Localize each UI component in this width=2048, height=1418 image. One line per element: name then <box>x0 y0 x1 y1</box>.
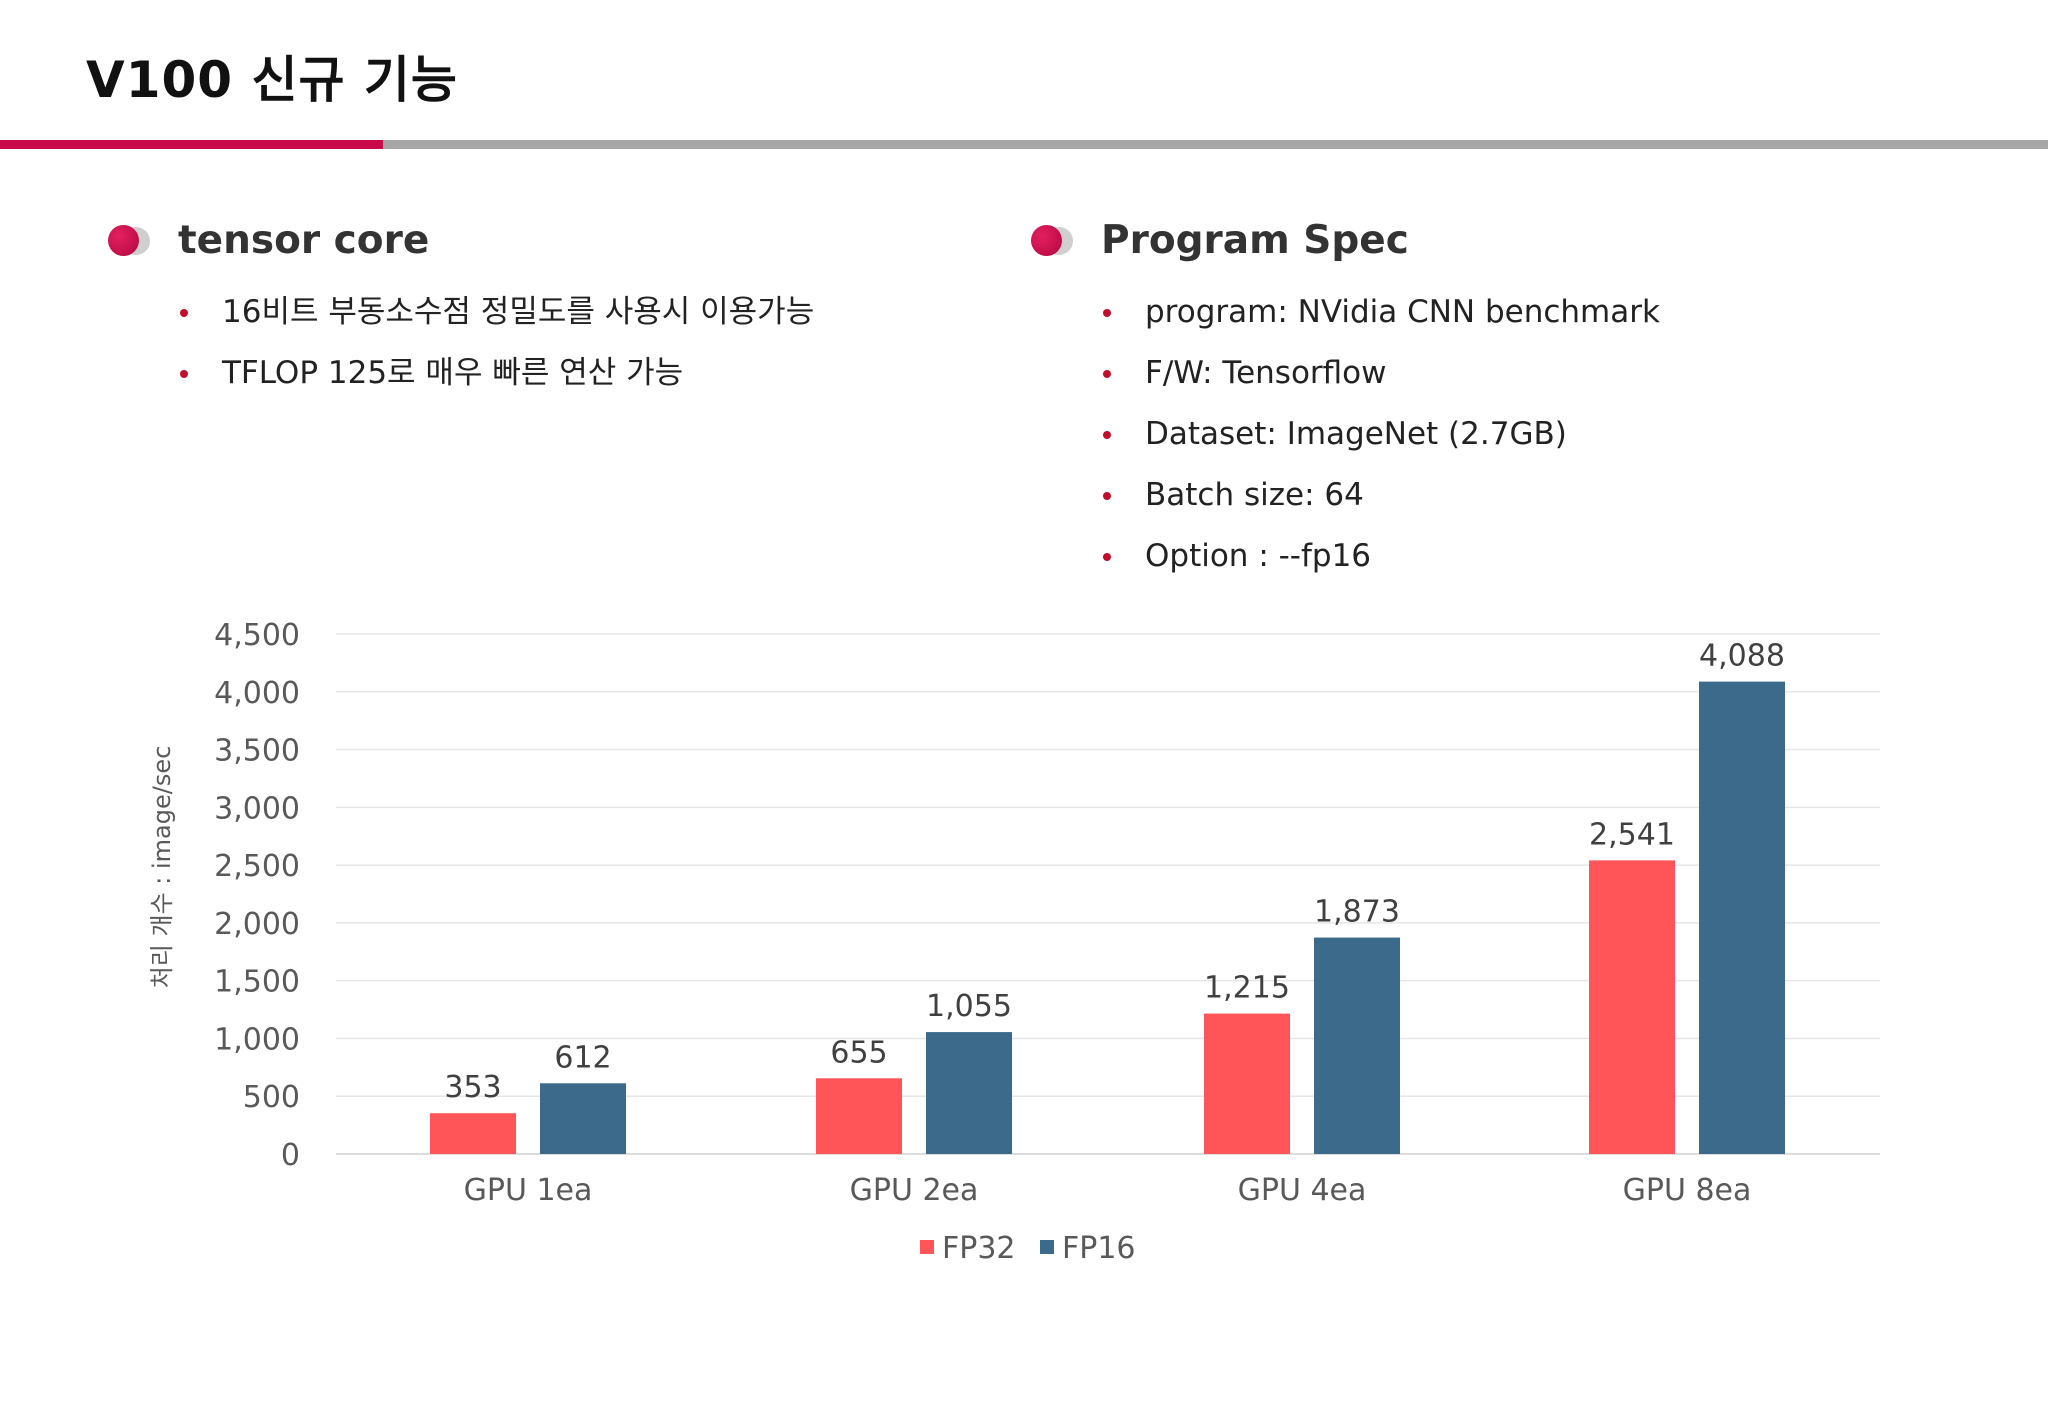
tensor-core-section: tensor core 16비트 부동소수점 정밀도를 사용시 이용가능 TFL… <box>106 212 814 404</box>
list-item: Dataset: ImageNet (2.7GB) <box>1103 404 1660 465</box>
y-tick-label: 3,000 <box>214 791 300 826</box>
page-title: V100 신규 기능 <box>86 51 458 109</box>
list-item: Batch size: 64 <box>1103 465 1660 526</box>
y-tick-label: 2,000 <box>214 907 300 942</box>
legend-label: FP16 <box>1062 1231 1136 1266</box>
bar-fp16 <box>1314 937 1400 1154</box>
bar-fp16 <box>926 1032 1012 1154</box>
section-title-tensor-core: tensor core <box>178 217 430 263</box>
data-label: 353 <box>444 1070 501 1105</box>
data-label: 612 <box>554 1040 611 1075</box>
section-title-program-spec: Program Spec <box>1101 217 1409 263</box>
program-spec-section: Program Spec program: NVidia CNN benchma… <box>1029 212 1660 587</box>
bullet-dots-icon <box>106 224 156 256</box>
y-axis-label: 처리 개수 : image/sec <box>148 746 176 989</box>
title-divider-accent <box>0 140 383 149</box>
y-tick-label: 4,000 <box>214 676 300 711</box>
x-tick-label: GPU 1ea <box>464 1173 593 1208</box>
legend-label: FP32 <box>942 1231 1016 1266</box>
list-item: TFLOP 125로 매우 빠른 연산 가능 <box>180 343 814 404</box>
y-tick-label: 500 <box>243 1080 300 1115</box>
legend-swatch <box>920 1240 934 1254</box>
program-spec-bullet-list: program: NVidia CNN benchmark F/W: Tenso… <box>1103 282 1660 587</box>
y-tick-label: 0 <box>281 1138 300 1173</box>
bar-chart: 0 500 1,000 1,500 2,000 2,500 3,000 3,500 4,000 4… <box>148 618 1880 1266</box>
list-item: F/W: Tensorflow <box>1103 343 1660 404</box>
data-label: 655 <box>830 1035 887 1070</box>
bar-fp16 <box>540 1083 626 1154</box>
x-tick-label: GPU 2ea <box>850 1173 979 1208</box>
y-tick-label: 4,500 <box>214 618 300 653</box>
data-label: 1,873 <box>1314 895 1400 930</box>
data-label: 1,055 <box>926 989 1012 1024</box>
y-tick-label: 3,500 <box>214 734 300 769</box>
x-tick-label: GPU 4ea <box>1238 1173 1367 1208</box>
x-tick-label: GPU 8ea <box>1623 1173 1752 1208</box>
y-tick-label: 1,000 <box>214 1022 300 1057</box>
y-tick-label: 1,500 <box>214 965 300 1000</box>
bullet-dots-icon <box>1029 224 1079 256</box>
bar-fp32 <box>1204 1013 1290 1154</box>
y-tick-label: 2,500 <box>214 849 300 884</box>
data-label: 2,541 <box>1589 817 1675 852</box>
legend-swatch <box>1040 1240 1054 1254</box>
list-item: 16비트 부동소수점 정밀도를 사용시 이용가능 <box>180 282 814 343</box>
bar-fp32 <box>816 1078 902 1154</box>
tensor-core-bullet-list: 16비트 부동소수점 정밀도를 사용시 이용가능 TFLOP 125로 매우 빠… <box>180 282 814 404</box>
bar-fp16 <box>1699 681 1785 1154</box>
list-item: program: NVidia CNN benchmark <box>1103 282 1660 343</box>
data-label: 4,088 <box>1699 639 1785 674</box>
title-divider <box>0 140 2048 149</box>
bar-fp32 <box>430 1113 516 1154</box>
bar-fp32 <box>1589 860 1675 1154</box>
list-item: Option : --fp16 <box>1103 526 1660 587</box>
data-label: 1,215 <box>1204 971 1290 1006</box>
